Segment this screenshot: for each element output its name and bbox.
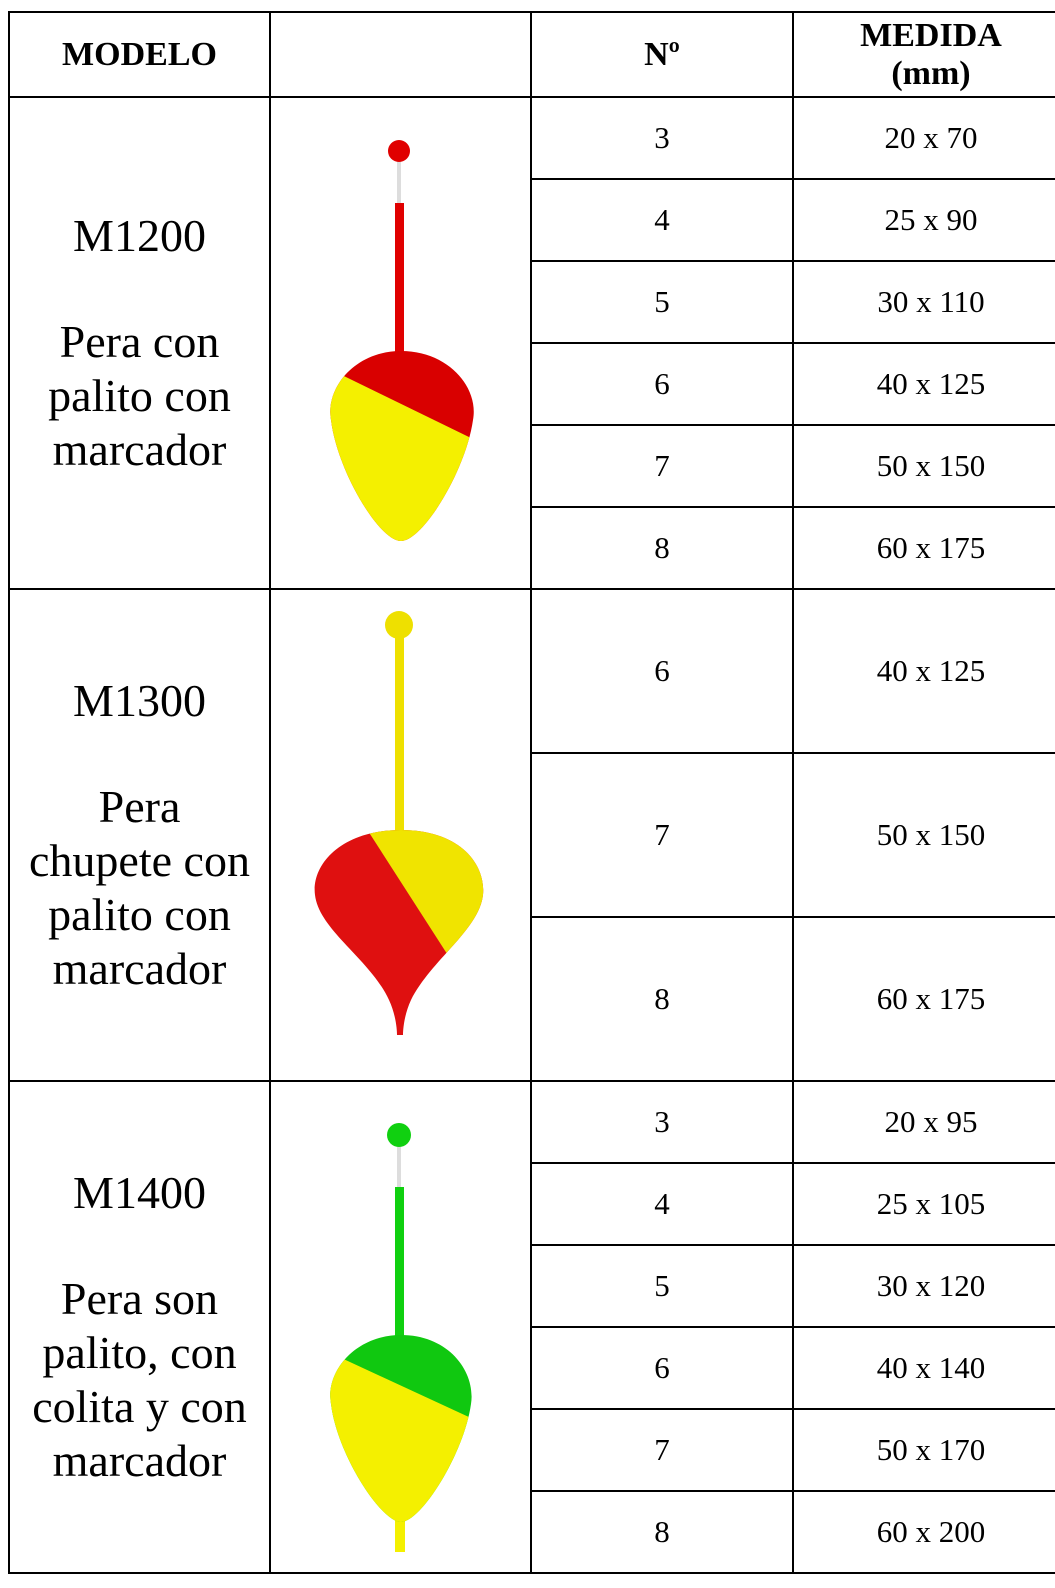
table-row: 5 30 x 120: [9, 1244, 1055, 1328]
medida-cell: 30 x 110: [792, 260, 1055, 344]
medida-cell: 60 x 175: [792, 506, 1055, 590]
header-cell: MODELO: [8, 11, 271, 98]
model-name: M1200: [73, 210, 206, 261]
numero-cell: 7: [530, 1408, 794, 1492]
table-row: M1300 Pera chupete con palito con marcado…: [8, 588, 1055, 1082]
model-description: Pera chupete con palito con marcador: [29, 781, 250, 994]
medida-cell: 60 x 200: [792, 1490, 1055, 1574]
header-cell: MEDIDA (mm): [792, 11, 1055, 98]
medida-cell: 60 x 175: [792, 916, 1055, 1082]
float-image-cell: [269, 1080, 532, 1574]
table-row: 8 60 x 200: [9, 1490, 1055, 1574]
table-row: 8 60 x 175: [9, 916, 1055, 1082]
medida-cell: 20 x 70: [792, 96, 1055, 180]
table-row: 6 40 x 140: [9, 1326, 1055, 1410]
model-name: M1300: [73, 675, 206, 726]
table-row: 5 30 x 110: [9, 260, 1055, 344]
model-cell: M1200 Pera con palito con marcador: [8, 96, 271, 590]
float-image: [330, 140, 474, 541]
numero-cell: 8: [530, 506, 794, 590]
medida-cell: 25 x 105: [792, 1162, 1055, 1246]
numero-cell: 6: [530, 588, 794, 754]
table-row: 4 25 x 90: [9, 178, 1055, 262]
table-row: 4 25 x 105: [9, 1162, 1055, 1246]
table-row: 7 50 x 150: [9, 424, 1055, 508]
numero-cell: 6: [530, 342, 794, 426]
numero-cell: 5: [530, 1244, 794, 1328]
numero-cell: 7: [530, 752, 794, 918]
numero-cell: 4: [530, 1162, 794, 1246]
header-cell: [269, 11, 532, 98]
numero-cell: 7: [530, 424, 794, 508]
medida-cell: 50 x 170: [792, 1408, 1055, 1492]
medida-cell: 40 x 140: [792, 1326, 1055, 1410]
table-row: M1400 Pera son palito, con colita y con m…: [8, 1080, 1055, 1574]
float-image: [330, 1123, 472, 1552]
model-cell: M1400 Pera son palito, con colita y con m…: [8, 1080, 271, 1574]
table-row: M1200 Pera con palito con marcador 3 20 x …: [8, 96, 1055, 590]
table-row: 8 60 x 175: [9, 506, 1055, 590]
numero-cell: 6: [530, 1326, 794, 1410]
medida-cell: 25 x 90: [792, 178, 1055, 262]
model-description: Pera con palito con marcador: [48, 316, 231, 475]
float-image: [314, 611, 484, 1035]
float-image-cell: [269, 588, 532, 1082]
table-row: 7 50 x 150: [9, 752, 1055, 918]
model-name: M1400: [73, 1167, 206, 1218]
medida-cell: 40 x 125: [792, 342, 1055, 426]
numero-cell: 3: [530, 1080, 794, 1164]
float-image-cell: [269, 96, 532, 590]
medida-cell: 50 x 150: [792, 424, 1055, 508]
medida-cell: 30 x 120: [792, 1244, 1055, 1328]
model-cell: M1300 Pera chupete con palito con marcado…: [8, 588, 271, 1082]
medida-cell: 50 x 150: [792, 752, 1055, 918]
medida-cell: 40 x 125: [792, 588, 1055, 754]
header-cell: Nº: [530, 11, 794, 98]
table-row: 6 40 x 125: [9, 342, 1055, 426]
medida-cell: 20 x 95: [792, 1080, 1055, 1164]
numero-cell: 5: [530, 260, 794, 344]
product-table: MODELO Nº MEDIDA (mm) M1200 Pera con pali…: [8, 11, 1055, 1574]
numero-cell: 8: [530, 1490, 794, 1574]
numero-cell: 8: [530, 916, 794, 1082]
header-row: MODELO Nº MEDIDA (mm): [8, 11, 1055, 98]
model-description: Pera son palito, con colita y con marcad…: [32, 1273, 247, 1486]
numero-cell: 4: [530, 178, 794, 262]
numero-cell: 3: [530, 96, 794, 180]
table-row: 7 50 x 170: [9, 1408, 1055, 1492]
